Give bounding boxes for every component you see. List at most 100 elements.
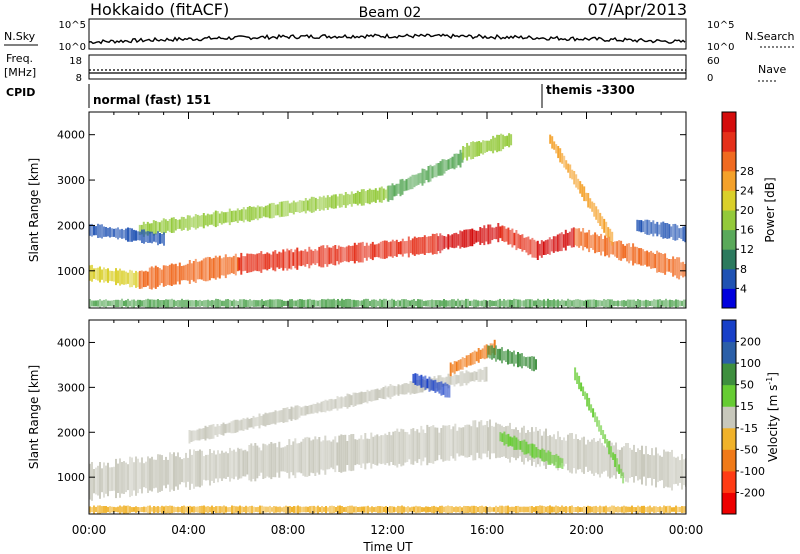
velocity-ytick-label-1: 2000 — [57, 426, 85, 439]
power-colorbar-swatch-8 — [722, 131, 736, 152]
velocity-band-1 — [238, 420, 489, 482]
power-colorbar-swatch-7 — [722, 151, 736, 172]
nsearch-tick-top: 10^5 — [707, 20, 734, 31]
velocity-ytick-label-2: 3000 — [57, 381, 85, 394]
power-colorbar-tick-2: 12 — [740, 243, 754, 256]
power-band-11 — [549, 134, 614, 246]
power-ytick-label-3: 4000 — [57, 129, 85, 142]
power-band-8 — [138, 186, 389, 237]
velocity-colorbar-swatch-7 — [722, 341, 736, 364]
power-colorbar-swatch-5 — [722, 190, 736, 211]
freq-panel: Freq. [MHz] 18 8 60 0 Nave — [4, 52, 786, 84]
power-colorbar-tick-1: 8 — [740, 263, 747, 276]
power-colorbar-swatch-9 — [722, 112, 736, 133]
power-band-7 — [574, 228, 686, 280]
nsky-trace — [88, 33, 686, 45]
power-band-9 — [387, 149, 464, 202]
velocity-ytick-label-0: 1000 — [57, 471, 85, 484]
velocity-colorbar-tick-4: 15 — [740, 400, 754, 413]
velocity-band-7 — [487, 345, 537, 372]
power-colorbar-tick-5: 24 — [740, 184, 754, 197]
x-tick-label-1: 04:00 — [171, 523, 206, 537]
nave-label: Nave — [758, 63, 786, 76]
velocity-band-9 — [574, 367, 625, 484]
velocity-band-5 — [412, 373, 451, 398]
x-axis-label: Time UT — [362, 540, 413, 554]
velocity-ylabel: Slant Range [km] — [27, 365, 41, 469]
velocity-colorbar-tick-5: 50 — [740, 379, 754, 392]
freq-tick-bottom: 8 — [76, 73, 82, 84]
power-band-2 — [238, 245, 339, 275]
power-band-1 — [138, 253, 239, 290]
power-colorbar-tick-0: 4 — [740, 282, 747, 295]
nsearch-tick-bottom: 10^0 — [707, 42, 734, 53]
power-band-10 — [462, 133, 513, 161]
nsky-tick-bottom: 10^0 — [59, 42, 86, 53]
power-band-13 — [89, 223, 165, 246]
velocity-band-0 — [89, 447, 239, 501]
power-band-0 — [89, 264, 139, 288]
power-colorbar-swatch-4 — [722, 210, 736, 231]
x-tick-label-3: 12:00 — [370, 523, 405, 537]
power-ytick-label-0: 1000 — [57, 265, 85, 278]
velocity-colorbar-swatch-3 — [722, 427, 736, 450]
power-colorbar-swatch-0 — [722, 288, 736, 309]
velocity-colorbar-swatch-8 — [722, 320, 736, 343]
station-title: Hokkaido (fitACF) — [90, 0, 229, 19]
velocity-colorbar-swatch-1 — [722, 470, 736, 493]
power-band-12 — [89, 298, 686, 308]
velocity-colorbar-tick-2: -50 — [740, 443, 758, 456]
x-tick-label-5: 20:00 — [569, 523, 604, 537]
velocity-colorbar-tick-6: 100 — [740, 357, 761, 370]
power-band-4 — [437, 223, 502, 254]
power-band-5 — [499, 225, 538, 258]
power-colorbar-swatch-2 — [722, 249, 736, 270]
nave-tick-bottom: 0 — [707, 73, 713, 84]
x-tick-label-0: 00:00 — [72, 523, 107, 537]
velocity-colorbar-swatch-0 — [722, 492, 736, 515]
velocity-colorbar-swatch-2 — [722, 449, 736, 472]
power-ytick-label-1: 2000 — [57, 219, 85, 232]
power-panel: 1000 2000 3000 4000 Slant Range [km] 4 8 12 16… — [27, 111, 777, 309]
freq-label-bottom: [MHz] — [4, 66, 36, 79]
nsky-label: N.Sky — [4, 30, 36, 43]
nave-tick-top: 60 — [707, 56, 720, 67]
velocity-colorbar-tick-7: 200 — [740, 336, 761, 349]
power-ylabel: Slant Range [km] — [27, 158, 41, 262]
power-colorbar-tick-4: 20 — [740, 204, 754, 217]
power-band-3 — [337, 233, 438, 265]
power-band-6 — [536, 227, 575, 260]
velocity-colorbar-tick-0: -200 — [740, 486, 765, 499]
nsky-panel: N.Sky 10^5 10^0 10^5 10^0 N.Search — [4, 18, 795, 53]
power-band-14 — [636, 219, 686, 243]
cpid-segment-1: themis -3300 — [546, 83, 635, 97]
velocity-colorbar-swatch-5 — [722, 384, 736, 407]
velocity-band-10 — [89, 505, 686, 514]
velocity-colorbar-tick-1: -100 — [740, 465, 765, 478]
velocity-colorbar-swatch-4 — [722, 406, 736, 429]
velocity-colorbar-label: Velocity [m s-1] — [765, 372, 780, 462]
velocity-band-8 — [499, 431, 564, 469]
velocity-ytick-label-3: 4000 — [57, 336, 85, 349]
x-tick-label-6: 00:00 — [669, 523, 704, 537]
nsky-tick-top: 10^5 — [59, 20, 86, 31]
power-ytick-label-2: 3000 — [57, 174, 85, 187]
beam-title: Beam 02 — [359, 5, 422, 21]
freq-tick-top: 18 — [69, 56, 82, 67]
nsearch-label: N.Search — [745, 30, 795, 43]
velocity-panel: 1000 2000 3000 4000 Slant Range [km] -200 -1… — [27, 319, 780, 515]
power-colorbar-tick-6: 28 — [740, 165, 754, 178]
velocity-colorbar-tick-3: -15 — [740, 422, 758, 435]
cpid-label: CPID — [6, 86, 35, 99]
power-colorbar-label: Power [dB] — [763, 177, 777, 242]
cpid-strip: CPID normal (fast) 151 themis -3300 — [6, 83, 635, 108]
power-colorbar-swatch-6 — [722, 170, 736, 191]
velocity-colorbar-swatch-6 — [722, 363, 736, 386]
freq-label-top: Freq. — [6, 52, 33, 65]
x-tick-label-4: 16:00 — [470, 523, 505, 537]
cpid-segment-0: normal (fast) 151 — [93, 93, 211, 107]
power-colorbar-swatch-3 — [722, 229, 736, 250]
velocity-band-3 — [188, 385, 389, 444]
x-tick-label-2: 08:00 — [271, 523, 306, 537]
